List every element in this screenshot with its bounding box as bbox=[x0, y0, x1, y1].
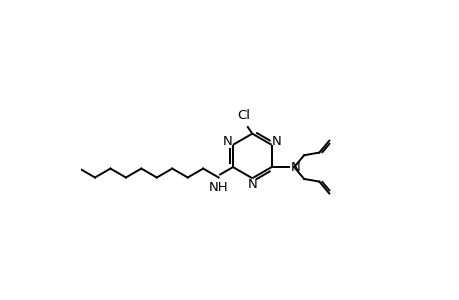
Text: N: N bbox=[223, 135, 232, 148]
Text: N: N bbox=[247, 178, 257, 191]
Text: NH: NH bbox=[208, 181, 228, 194]
Text: Cl: Cl bbox=[236, 110, 249, 122]
Text: N: N bbox=[271, 135, 281, 148]
Text: N: N bbox=[290, 160, 299, 174]
